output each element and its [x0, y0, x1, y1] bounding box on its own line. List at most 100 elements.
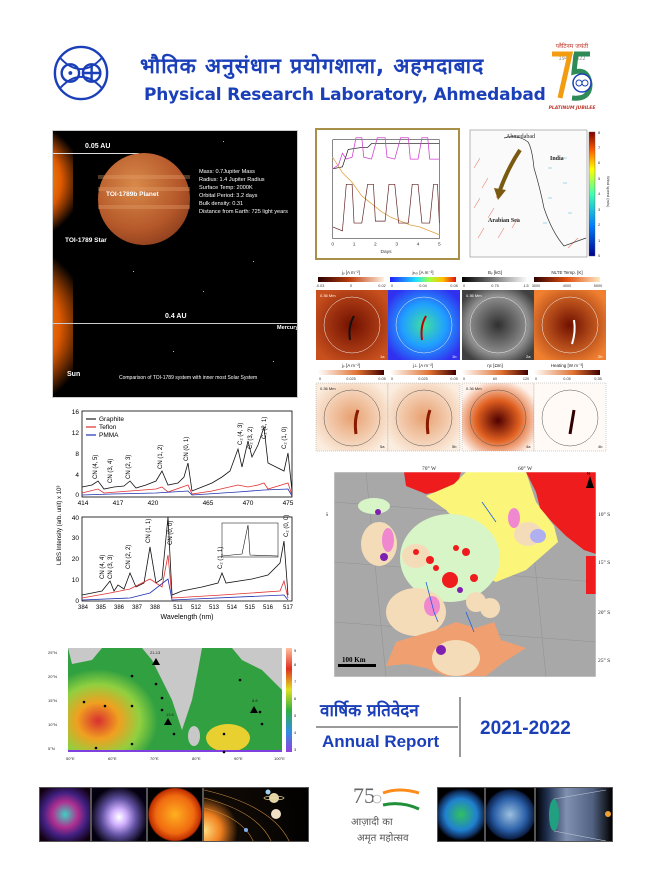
svg-text:20°N: 20°N	[48, 674, 57, 679]
distance-label-top: 0.05 AU	[85, 143, 111, 150]
report-year: 2021-2022	[480, 718, 571, 739]
svg-text:60° W: 60° W	[518, 465, 533, 472]
prl-logo-icon	[52, 44, 110, 102]
svg-text:C₂ (3, 2): C₂ (3, 2)	[248, 427, 254, 449]
libs-spectrum-chart: Graphite Teflon PMMA 414 417 420 465 470…	[52, 405, 300, 625]
svg-text:60°E: 60°E	[108, 756, 117, 761]
svg-text:8: 8	[75, 451, 79, 458]
svg-text:4: 4	[417, 241, 420, 247]
svg-text:C₂ (0, 0): C₂ (0, 0)	[284, 515, 290, 537]
svg-text:12: 12	[72, 430, 80, 437]
svg-text:0.02: 0.02	[378, 284, 385, 288]
sun-glow	[53, 241, 73, 397]
azadi-ka-amrit-mahotsav-logo: 75 आज़ादी का अमृत महोत्सव	[349, 783, 435, 845]
svg-text:0: 0	[319, 377, 321, 381]
svg-text:0.35: 0.35	[594, 377, 601, 381]
svg-text:CN (0, 1): CN (0, 1)	[184, 437, 190, 461]
svg-text:CN (3, 3): CN (3, 3)	[108, 555, 114, 579]
wind-map-chart: Ahmedabad India Arabian Sea 0 1 2 3 4 5 …	[468, 128, 628, 260]
svg-text:4: 4	[294, 730, 297, 735]
svg-text:417: 417	[113, 500, 124, 507]
sun-image	[147, 787, 203, 842]
svg-text:516: 516	[263, 605, 274, 611]
svg-text:N: N	[587, 471, 590, 476]
svg-text:0.36 Mm: 0.36 Mm	[320, 386, 336, 391]
institute-name-english: Physical Research Laboratory, Ahmedabad	[144, 85, 546, 105]
ozone-time-series-chart: 0 1 2 3 4 5 Days	[315, 128, 460, 260]
planet-specs: Mass: 0.7Jupiter Mass Radius: 1.4 Jupite…	[199, 169, 288, 215]
svg-text:1: 1	[353, 241, 356, 247]
svg-text:2a: 2a	[526, 354, 531, 359]
svg-text:10° S: 10° S	[598, 511, 610, 518]
svg-text:Days: Days	[381, 249, 393, 255]
title-divider-vertical	[459, 697, 461, 757]
svg-text:Arabian Sea: Arabian Sea	[488, 218, 520, 224]
svg-text:0: 0	[391, 377, 393, 381]
svg-text:388: 388	[150, 605, 161, 611]
svg-text:0.025: 0.025	[418, 377, 428, 381]
svg-text:0.36 Mm: 0.36 Mm	[320, 293, 336, 298]
svg-text:7: 7	[294, 679, 297, 684]
svg-text:jₕₒᵣ [A m⁻²]: jₕₒᵣ [A m⁻²]	[412, 270, 434, 275]
svg-text:3000: 3000	[532, 284, 540, 288]
svg-text:Wind speed (m/s): Wind speed (m/s)	[606, 176, 611, 208]
mercury-label: Mercury	[277, 325, 298, 331]
svg-text:CN (2, 3): CN (2, 3)	[126, 455, 132, 479]
svg-text:2: 2	[374, 241, 377, 247]
svg-text:jᵥ [A m⁻²]: jᵥ [A m⁻²]	[341, 270, 360, 275]
svg-text:प्लैटिनम जयंती: प्लैटिनम जयंती	[556, 42, 589, 50]
svg-text:0: 0	[350, 284, 352, 288]
svg-text:120: 120	[523, 377, 529, 381]
svg-text:1.5: 1.5	[523, 284, 528, 288]
planet-label: TOI-1789b Planet	[106, 191, 159, 198]
svg-text:60: 60	[493, 377, 497, 381]
svg-text:1: 1	[598, 238, 601, 243]
svg-text:10: 10	[72, 577, 80, 584]
solar-system-image	[203, 787, 309, 842]
svg-text:CN (4, 5): CN (4, 5)	[93, 455, 99, 479]
svg-text:Teflon: Teflon	[99, 424, 117, 431]
svg-text:8: 8	[294, 662, 297, 667]
svg-text:0: 0	[75, 492, 79, 499]
svg-text:2b: 2b	[598, 354, 603, 359]
svg-text:470: 470	[243, 500, 254, 507]
institute-name-hindi: भौतिक अनुसंधान प्रयोगशाला, अहमदाबाद	[140, 54, 485, 78]
svg-text:9: 9	[294, 648, 297, 653]
svg-text:C₂ (2, 1): C₂ (2, 1)	[262, 417, 268, 439]
svg-text:517: 517	[283, 605, 294, 611]
svg-text:70°E: 70°E	[150, 756, 159, 761]
star-glow	[53, 131, 73, 241]
mars-geologic-map: 70° W 60° W 10° S 10° S 15° S 20° S 25° …	[326, 462, 624, 677]
svg-text:3: 3	[395, 241, 398, 247]
svg-text:0.04: 0.04	[419, 284, 426, 288]
svg-text:5b: 5b	[452, 444, 457, 449]
svg-text:Ahmedabad: Ahmedabad	[506, 134, 535, 140]
svg-text:4: 4	[598, 191, 601, 196]
svg-text:CN (0, 0): CN (0, 0)	[168, 521, 174, 545]
svg-text:0.05: 0.05	[563, 377, 570, 381]
svg-text:420: 420	[148, 500, 159, 507]
svg-text:13.6: 13.6	[166, 712, 175, 717]
platinum-jubilee-badge: प्लैटिनम जयंती 1947 2022 PLATINUM JUBILE…	[540, 40, 604, 112]
svg-text:j⊥ [A m⁻²]: j⊥ [A m⁻²]	[412, 363, 433, 368]
svg-text:16: 16	[72, 409, 80, 416]
svg-text:40: 40	[72, 515, 80, 522]
svg-text:0.36 Mm: 0.36 Mm	[466, 386, 482, 391]
exoplanet-comparison-panel: 0.05 AU TOI-1789b Planet Mass: 0.7Jupite…	[52, 130, 298, 398]
svg-text:India: India	[550, 156, 564, 162]
bottom-image-banner: 75 आज़ादी का अमृत महोत्सव	[39, 783, 613, 845]
svg-text:NLTE Temp. [K]: NLTE Temp. [K]	[551, 270, 582, 275]
svg-text:CN (1, 2): CN (1, 2)	[158, 445, 164, 469]
svg-text:20: 20	[72, 556, 80, 563]
svg-text:384: 384	[78, 605, 89, 611]
svg-text:0: 0	[331, 241, 334, 247]
svg-text:8.8: 8.8	[252, 698, 258, 703]
planet-image	[98, 153, 190, 245]
svg-text:70° W: 70° W	[422, 465, 437, 472]
svg-text:C₂ (1, 1): C₂ (1, 1)	[218, 547, 224, 569]
svg-text:Bᵥ [kG]: Bᵥ [kG]	[488, 270, 502, 275]
svg-text:0.025: 0.025	[346, 377, 356, 381]
sunspot-maps-figure: jᵥ [A m⁻²] jₕₒᵣ [A m⁻²] Bᵥ [kG] NLTE Tem…	[314, 268, 619, 453]
svg-text:512: 512	[191, 605, 202, 611]
svg-text:CN (4, 4): CN (4, 4)	[100, 555, 106, 579]
